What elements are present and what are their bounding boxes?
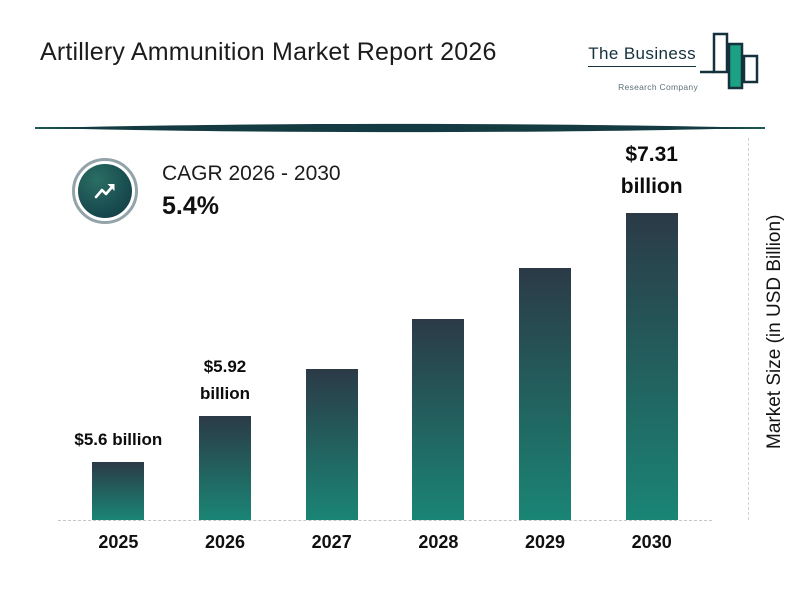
bar-value-label: $5.6 billion	[74, 429, 163, 449]
x-tick-2027: 2027	[311, 532, 352, 552]
bar-2025	[92, 462, 145, 520]
x-tick-2025: 2025	[98, 532, 139, 552]
x-tick-2026: 2026	[204, 532, 246, 552]
cagr-label: CAGR 2026 - 2030	[162, 162, 341, 185]
company-logo: The Business Research Company	[588, 30, 762, 92]
cagr-block: CAGR 2026 - 2030 5.4%	[72, 158, 341, 224]
bar-chart: $5.6 billion $5.92 billion $7.31 billion	[65, 130, 705, 520]
logo-text: The Business	[588, 44, 696, 67]
x-tick-2030: 2030	[631, 532, 672, 552]
bar-column-2026: $5.92 billion	[172, 130, 279, 520]
bar-column-2025: $5.6 billion	[65, 130, 172, 520]
logo-subtitle: Research Company	[618, 82, 698, 92]
bar-2027	[305, 369, 358, 520]
x-axis-labels: 2025 2026 2027 2028 2029 2030	[65, 532, 705, 553]
divider	[35, 122, 765, 134]
bar-2030	[625, 213, 678, 520]
bar-column-2029	[492, 130, 599, 520]
cagr-value: 5.4%	[162, 192, 219, 220]
bar-column-2028	[385, 130, 492, 520]
bar-value-label: $5.92 billion	[199, 357, 251, 403]
bar-column-2030: $7.31 billion	[598, 130, 705, 520]
x-tick-2028: 2028	[418, 532, 459, 552]
logo-name: The Business	[588, 44, 696, 63]
cagr-badge	[72, 158, 138, 224]
right-dashed-gridline	[748, 138, 749, 520]
bar-value-label: $7.31 billion	[620, 142, 683, 199]
bar-2026	[199, 416, 251, 520]
bar-chart-logo-icon	[700, 32, 759, 90]
cagr-texts: CAGR 2026 - 2030 5.4%	[162, 162, 341, 221]
y-axis-label: Market Size (in USD Billion)	[764, 214, 785, 450]
page-title: Artillery Ammunition Market Report 2026	[40, 38, 497, 66]
bar-2028	[412, 319, 465, 520]
trend-up-arrow-icon	[78, 164, 132, 218]
divider-lens-shape	[39, 123, 761, 133]
x-axis-baseline	[58, 520, 712, 521]
x-tick-2029: 2029	[525, 532, 566, 552]
bar-2029	[519, 268, 572, 520]
bar-column-2027	[278, 130, 385, 520]
